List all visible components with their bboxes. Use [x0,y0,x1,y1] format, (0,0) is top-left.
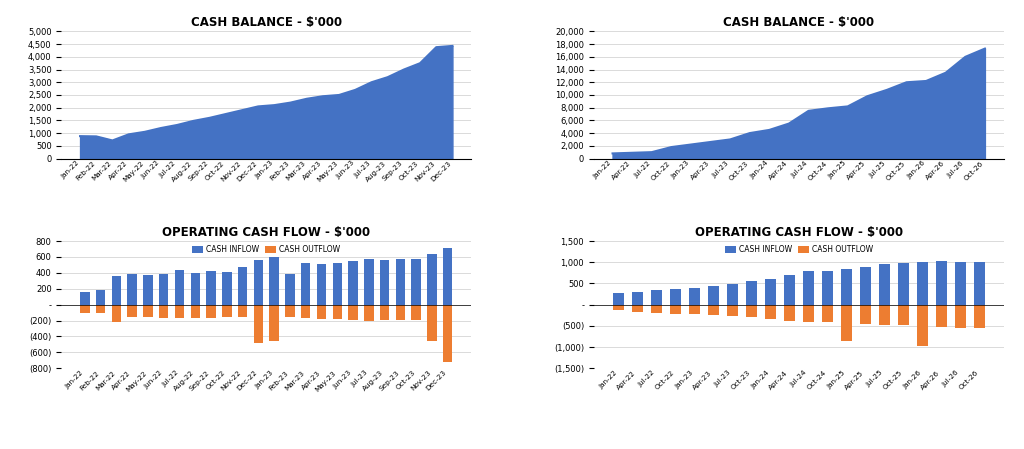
Bar [127,274,137,304]
Bar [803,304,814,322]
Bar [650,290,662,304]
Bar [936,261,947,304]
Bar [974,262,985,304]
Bar [916,262,928,304]
Bar [238,304,248,317]
Bar [745,304,757,317]
Bar [175,270,184,304]
Bar [726,304,738,316]
Bar [206,304,216,318]
Bar [80,292,89,304]
Bar [650,304,662,313]
Bar [190,273,200,304]
Bar [190,304,200,318]
Bar [285,274,295,304]
Bar [803,271,814,304]
Bar [365,260,374,304]
Bar [427,304,436,341]
Bar [897,263,909,304]
Bar [395,304,406,320]
Bar [96,290,105,304]
Bar [348,261,357,304]
Bar [879,264,890,304]
Bar [222,304,231,317]
Bar [159,274,168,304]
Bar [974,304,985,328]
Legend: CASH INFLOW, CASH OUTFLOW: CASH INFLOW, CASH OUTFLOW [722,242,876,257]
Bar [112,304,121,322]
Bar [897,304,909,326]
Bar [841,269,852,304]
Title: OPERATING CASH FLOW - $'000: OPERATING CASH FLOW - $'000 [694,225,903,238]
Bar [269,304,279,341]
Bar [254,260,263,304]
Bar [726,284,738,304]
Bar [301,263,310,304]
Bar [412,304,421,320]
Bar [412,260,421,304]
Bar [206,271,216,304]
Title: OPERATING CASH FLOW - $'000: OPERATING CASH FLOW - $'000 [162,225,371,238]
Bar [443,304,453,362]
Bar [612,304,624,310]
Bar [127,304,137,317]
Bar [333,304,342,318]
Bar [954,304,966,327]
Bar [143,304,153,317]
Bar [670,289,681,304]
Bar [859,267,871,304]
Bar [879,304,890,325]
Bar [708,304,719,315]
Bar [380,304,389,320]
Bar [80,304,89,313]
Bar [143,275,153,304]
Bar [821,271,833,304]
Bar [821,304,833,322]
Bar [783,275,795,304]
Bar [427,254,436,304]
Bar [936,304,947,327]
Bar [395,260,406,304]
Bar [175,304,184,318]
Bar [238,267,248,304]
Bar [745,282,757,304]
Title: CASH BALANCE - $'000: CASH BALANCE - $'000 [190,16,342,29]
Bar [443,248,453,304]
Bar [783,304,795,321]
Bar [365,304,374,321]
Bar [612,293,624,304]
Bar [222,272,231,304]
Bar [348,304,357,320]
Bar [316,264,327,304]
Bar [96,304,105,313]
Bar [841,304,852,342]
Bar [916,304,928,346]
Bar [316,304,327,318]
Bar [688,304,700,314]
Bar [333,264,342,304]
Bar [954,262,966,304]
Bar [285,304,295,317]
Bar [688,288,700,304]
Bar [380,260,389,304]
Bar [859,304,871,324]
Bar [670,304,681,313]
Bar [632,304,643,312]
Legend: CASH INFLOW, CASH OUTFLOW: CASH INFLOW, CASH OUTFLOW [189,242,343,257]
Bar [112,276,121,304]
Bar [159,304,168,318]
Bar [301,304,310,318]
Bar [632,291,643,304]
Bar [765,279,776,304]
Title: CASH BALANCE - $'000: CASH BALANCE - $'000 [723,16,874,29]
Bar [765,304,776,319]
Bar [254,304,263,343]
Bar [708,286,719,304]
Bar [269,257,279,304]
